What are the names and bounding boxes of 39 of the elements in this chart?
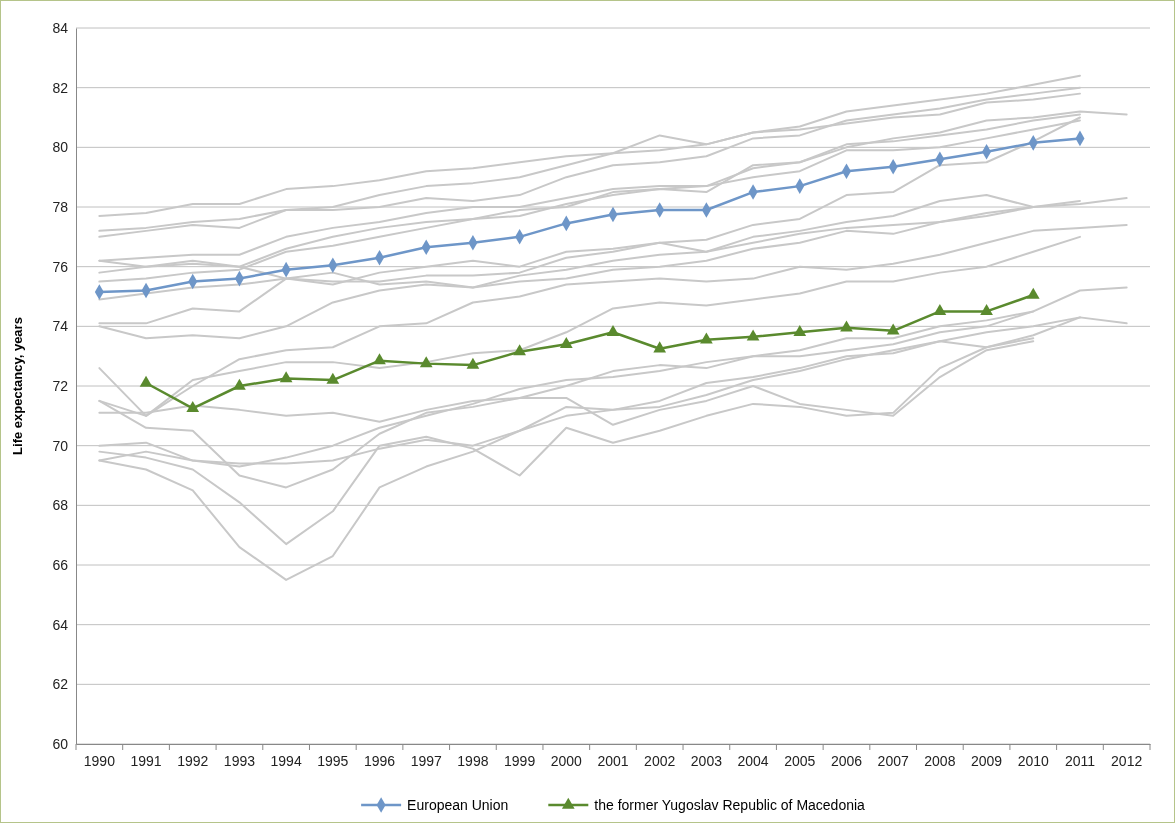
x-tick-label: 2004 (737, 752, 769, 769)
x-tick-label: 1994 (270, 752, 302, 769)
y-tick-label: 80 (52, 139, 69, 156)
y-tick-label: 70 (52, 437, 69, 454)
y-tick-label: 78 (52, 198, 69, 215)
legend-label: the former Yugoslav Republic of Macedonia (594, 796, 866, 813)
y-tick-label: 62 (52, 676, 69, 693)
y-tick-label: 82 (52, 79, 69, 96)
y-tick-label: 60 (52, 735, 69, 752)
y-tick-label: 66 (52, 556, 69, 573)
y-axis-title: Life expectancy, years (10, 317, 25, 455)
x-tick-label: 2001 (597, 752, 629, 769)
y-tick-label: 64 (52, 616, 69, 633)
x-tick-label: 2002 (644, 752, 676, 769)
x-tick-label: 1993 (223, 752, 256, 769)
x-tick-label: 2009 (970, 752, 1003, 769)
x-tick-label: 2008 (924, 752, 956, 769)
x-tick-label: 2003 (690, 752, 723, 769)
x-tick-label: 1998 (457, 752, 489, 769)
legend-label: European Union (407, 796, 509, 813)
x-tick-label: 2000 (550, 752, 583, 769)
x-tick-label: 2005 (784, 752, 816, 769)
x-tick-label: 1997 (410, 752, 442, 769)
x-tick-label: 1999 (504, 752, 536, 769)
y-tick-label: 72 (52, 377, 69, 394)
x-tick-label: 1992 (177, 752, 209, 769)
y-tick-label: 76 (52, 258, 69, 275)
x-tick-label: 1991 (130, 752, 162, 769)
x-tick-label: 1990 (83, 752, 116, 769)
x-tick-label: 2006 (830, 752, 863, 769)
x-tick-label: 2007 (877, 752, 909, 769)
x-tick-label: 1996 (363, 752, 396, 769)
y-tick-label: 74 (52, 318, 69, 335)
x-tick-label: 2010 (1017, 752, 1050, 769)
y-tick-label: 84 (52, 19, 69, 36)
x-tick-label: 2012 (1111, 752, 1143, 769)
y-tick-label: 68 (52, 497, 69, 514)
x-tick-label: 1995 (317, 752, 349, 769)
x-tick-label: 2011 (1064, 752, 1096, 769)
